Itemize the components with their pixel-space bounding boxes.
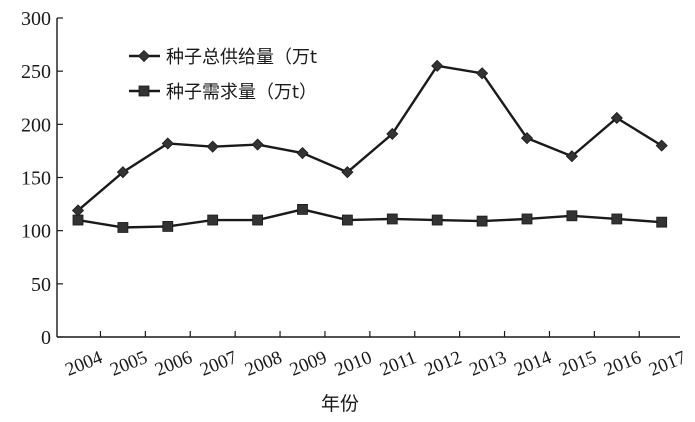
series-1-point bbox=[476, 67, 489, 80]
series-1-point bbox=[565, 150, 578, 163]
series-1-point bbox=[610, 111, 623, 125]
legend: 种子总供给量（万t 种子需求量（万t） bbox=[129, 47, 317, 103]
series-layer bbox=[71, 59, 668, 233]
series-2-point bbox=[297, 203, 308, 215]
x-tick-label: 2006 bbox=[152, 347, 195, 381]
series-2-point bbox=[252, 214, 264, 226]
series-1-point bbox=[206, 140, 219, 153]
x-tick-label: 2007 bbox=[197, 347, 240, 381]
series-1 bbox=[71, 59, 668, 217]
y-tick-label: 100 bbox=[21, 221, 51, 243]
series-2-line bbox=[77, 208, 662, 229]
series-2-point bbox=[72, 214, 84, 226]
series-1-point bbox=[341, 166, 354, 179]
y-axis: 0 50 100 150 200 250 300 bbox=[21, 8, 63, 349]
series-2-point bbox=[431, 214, 443, 226]
x-tick-label: 2012 bbox=[422, 347, 465, 381]
y-tick-label: 300 bbox=[21, 8, 51, 30]
x-tick-label: 2004 bbox=[62, 347, 106, 381]
series-1-point bbox=[161, 137, 174, 150]
y-tick-label: 200 bbox=[21, 114, 51, 136]
series-2-point bbox=[611, 213, 623, 225]
series-2-point bbox=[521, 213, 533, 225]
series-1-point bbox=[386, 127, 399, 140]
x-tick-label: 2017 bbox=[646, 347, 689, 381]
series-2 bbox=[72, 203, 668, 233]
y-tick-label: 250 bbox=[21, 61, 51, 83]
series-1-point bbox=[251, 138, 264, 151]
legend-marker bbox=[137, 49, 151, 63]
series-1-point bbox=[431, 59, 444, 72]
series-1-line bbox=[77, 64, 663, 212]
x-tick-label: 2011 bbox=[377, 347, 419, 380]
legend-label: 种子总供给量（万t bbox=[166, 47, 317, 68]
series-2-point bbox=[207, 214, 219, 226]
y-tick-label: 0 bbox=[41, 327, 51, 349]
y-tick-label: 50 bbox=[31, 274, 51, 296]
series-2-point bbox=[566, 210, 578, 222]
x-tick-label: 2010 bbox=[332, 347, 375, 381]
series-1-point bbox=[296, 146, 309, 160]
x-tick-label: 2014 bbox=[511, 347, 555, 381]
x-tick-label: 2013 bbox=[466, 347, 509, 381]
series-2-point bbox=[476, 215, 488, 227]
x-tick-label: 2009 bbox=[287, 347, 330, 381]
y-tick-label: 150 bbox=[21, 168, 51, 190]
x-tick-label: 2016 bbox=[601, 347, 644, 381]
series-1-point bbox=[116, 166, 129, 179]
x-axis: 2004 2005 2006 2007 2008 2009 2010 2011 2012 2013… bbox=[57, 331, 689, 381]
series-1-point bbox=[520, 132, 534, 145]
series-2-point bbox=[656, 216, 668, 228]
series-2-point bbox=[117, 222, 129, 233]
x-axis-title: 年份 bbox=[321, 393, 359, 415]
series-1-point bbox=[655, 139, 668, 152]
legend-marker bbox=[138, 85, 150, 97]
x-tick-label: 2005 bbox=[107, 347, 150, 381]
series-2-point bbox=[162, 221, 174, 232]
legend-label: 种子需求量（万t） bbox=[166, 82, 317, 103]
series-2-point bbox=[341, 214, 353, 226]
x-tick-label: 2015 bbox=[556, 347, 599, 381]
x-tick-label: 2008 bbox=[242, 347, 285, 381]
series-2-point bbox=[386, 213, 398, 225]
